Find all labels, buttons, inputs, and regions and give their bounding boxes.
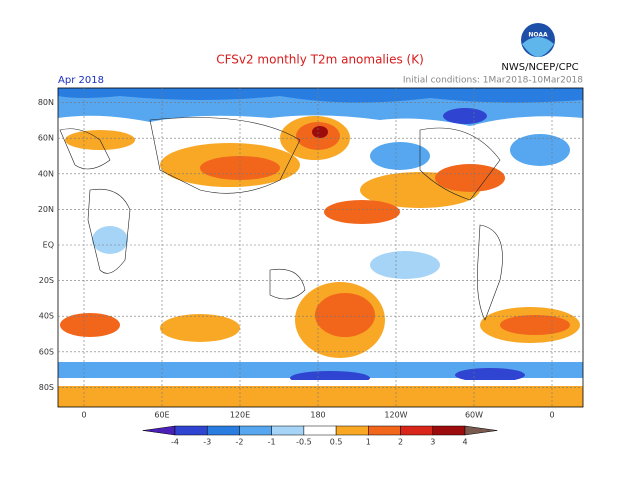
lat-label: 80N [38, 98, 54, 107]
colorbar-segment [400, 425, 434, 436]
colorbar-label: 4 [462, 438, 467, 447]
colorbar-label: 0.5 [330, 438, 343, 447]
colorbar-segment [303, 425, 337, 436]
anomaly-field [58, 88, 583, 407]
lat-label: 60S [39, 347, 54, 356]
lon-label: 60W [465, 411, 483, 420]
lat-label: EQ [43, 241, 54, 250]
lat-label: 40S [39, 312, 54, 321]
lon-label: 0 [549, 411, 554, 420]
lat-label: 60N [38, 134, 54, 143]
noaa-logo: NOAA [521, 23, 555, 57]
colorbar-label: 2 [398, 438, 403, 447]
colorbar-segment [368, 425, 401, 436]
colorbar-label: -0.5 [296, 438, 312, 447]
lon-label: 0 [81, 411, 86, 420]
colorbar-label: -3 [203, 438, 211, 447]
colorbar-label: -4 [171, 438, 179, 447]
colorbar-segment [239, 425, 272, 436]
colorbar-segment [206, 425, 240, 436]
colorbar-low [142, 425, 176, 436]
lat-label: 20N [38, 205, 54, 214]
colorbar-label: -2 [235, 438, 243, 447]
colorbar-high [464, 425, 498, 436]
colorbar-label: 1 [366, 438, 371, 447]
lat-label: 40N [38, 169, 54, 178]
colorbar-segment [271, 425, 305, 436]
lon-label: 60E [154, 411, 169, 420]
initial-conditions: Initial conditions: 1Mar2018-10Mar2018 [403, 76, 583, 86]
period: Apr 2018 [58, 75, 104, 86]
map-frame [57, 87, 584, 408]
colorbar-segment [432, 425, 466, 436]
colorbar-segment [335, 425, 369, 436]
lat-label: 20S [39, 276, 54, 285]
title: CFSv2 monthly T2m anomalies (K) [216, 53, 424, 67]
colorbar-label: -1 [268, 438, 276, 447]
svg-text:NOAA: NOAA [528, 32, 548, 39]
lon-label: 180 [310, 411, 325, 420]
lon-label: 120W [384, 411, 407, 420]
lat-label: 80S [39, 383, 54, 392]
agency: NWS/NCEP/CPC [501, 62, 578, 73]
lon-label: 120E [230, 411, 250, 420]
colorbar-segment [174, 425, 208, 436]
colorbar-label: 3 [430, 438, 435, 447]
